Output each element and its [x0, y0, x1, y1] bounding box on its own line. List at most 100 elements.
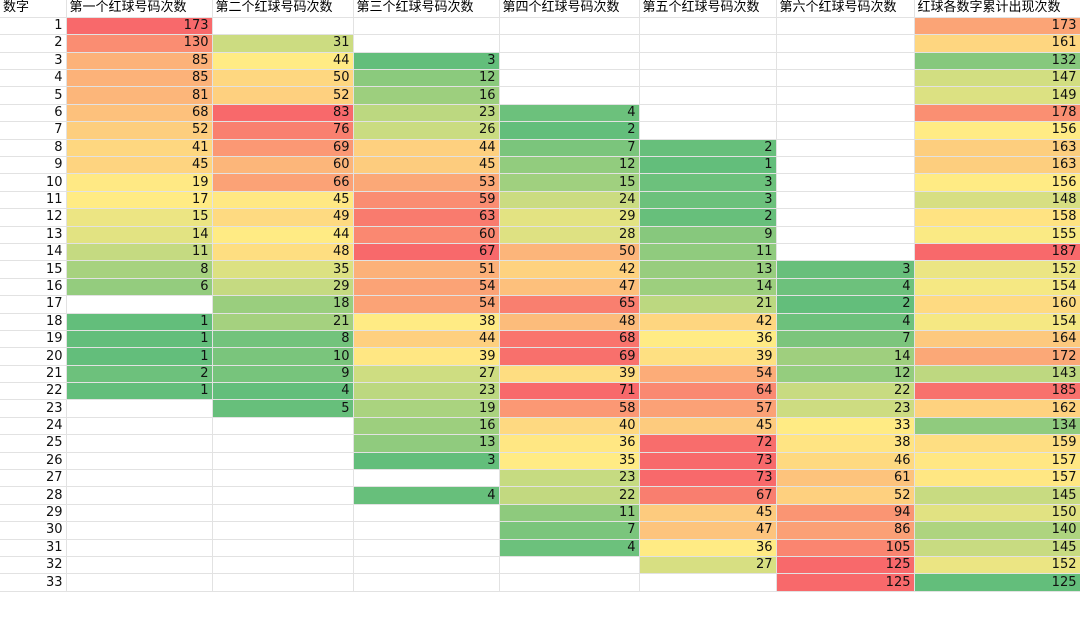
count-cell[interactable]: 45	[212, 191, 354, 210]
total-cell[interactable]: 163	[914, 139, 1080, 158]
row-number-cell[interactable]: 25	[0, 434, 67, 453]
total-cell[interactable]: 157	[914, 452, 1080, 471]
count-cell[interactable]	[776, 226, 915, 244]
count-cell[interactable]: 23	[499, 469, 640, 488]
row-number-cell[interactable]: 23	[0, 399, 67, 418]
count-cell[interactable]: 3	[776, 260, 915, 279]
count-cell[interactable]: 64	[639, 382, 777, 401]
count-cell[interactable]	[776, 139, 915, 158]
count-cell[interactable]: 36	[639, 330, 777, 349]
header-number[interactable]: 数字	[0, 0, 67, 18]
count-cell[interactable]: 10	[212, 347, 354, 366]
header-ball-5[interactable]: 第五个红球号码次数	[639, 0, 777, 18]
count-cell[interactable]: 33	[776, 417, 915, 436]
count-cell[interactable]: 21	[639, 295, 777, 314]
row-number-cell[interactable]: 27	[0, 469, 67, 488]
count-cell[interactable]: 4	[776, 278, 915, 297]
count-cell[interactable]: 40	[499, 417, 640, 436]
total-cell[interactable]: 161	[914, 34, 1080, 53]
count-cell[interactable]: 3	[639, 173, 777, 192]
count-cell[interactable]	[212, 417, 354, 436]
count-cell[interactable]: 23	[776, 399, 915, 418]
count-cell[interactable]: 46	[776, 452, 915, 471]
total-cell[interactable]: 154	[914, 313, 1080, 331]
total-cell[interactable]: 132	[914, 52, 1080, 71]
count-cell[interactable]: 44	[212, 52, 354, 71]
count-cell[interactable]	[353, 17, 500, 36]
row-number-cell[interactable]: 11	[0, 191, 67, 210]
count-cell[interactable]: 4	[212, 382, 354, 401]
count-cell[interactable]: 38	[353, 313, 500, 331]
count-cell[interactable]: 22	[499, 486, 640, 505]
count-cell[interactable]: 14	[776, 347, 915, 366]
count-cell[interactable]: 45	[639, 504, 777, 523]
count-cell[interactable]: 68	[499, 330, 640, 349]
count-cell[interactable]	[353, 469, 500, 488]
row-number-cell[interactable]: 26	[0, 452, 67, 471]
count-cell[interactable]: 94	[776, 504, 915, 523]
count-cell[interactable]	[499, 52, 640, 71]
count-cell[interactable]: 65	[499, 295, 640, 314]
count-cell[interactable]: 42	[639, 313, 777, 331]
count-cell[interactable]: 45	[639, 417, 777, 436]
count-cell[interactable]: 54	[353, 295, 500, 314]
count-cell[interactable]: 36	[499, 434, 640, 453]
header-total[interactable]: 红球各数字累计出现次数	[914, 0, 1080, 18]
total-cell[interactable]: 185	[914, 382, 1080, 401]
count-cell[interactable]: 8	[212, 330, 354, 349]
row-number-cell[interactable]: 31	[0, 539, 67, 558]
count-cell[interactable]: 11	[639, 243, 777, 262]
row-number-cell[interactable]: 30	[0, 521, 67, 540]
count-cell[interactable]: 9	[212, 365, 354, 384]
row-number-cell[interactable]: 28	[0, 486, 67, 505]
count-cell[interactable]: 72	[639, 434, 777, 453]
total-cell[interactable]: 158	[914, 208, 1080, 227]
count-cell[interactable]: 7	[776, 330, 915, 349]
count-cell[interactable]: 35	[212, 260, 354, 279]
count-cell[interactable]: 15	[66, 208, 213, 227]
row-number-cell[interactable]: 10	[0, 173, 67, 192]
count-cell[interactable]: 23	[353, 104, 500, 123]
count-cell[interactable]	[212, 556, 354, 575]
count-cell[interactable]	[499, 573, 640, 592]
count-cell[interactable]	[776, 243, 915, 262]
row-number-cell[interactable]: 5	[0, 86, 67, 105]
row-number-cell[interactable]: 1	[0, 17, 67, 36]
total-cell[interactable]: 134	[914, 417, 1080, 436]
count-cell[interactable]: 39	[639, 347, 777, 366]
count-cell[interactable]	[639, 104, 777, 123]
count-cell[interactable]: 3	[353, 452, 500, 471]
total-cell[interactable]: 172	[914, 347, 1080, 366]
count-cell[interactable]: 29	[212, 278, 354, 297]
count-cell[interactable]: 173	[66, 17, 213, 36]
count-cell[interactable]: 29	[499, 208, 640, 227]
count-cell[interactable]: 52	[776, 486, 915, 505]
total-cell[interactable]: 148	[914, 191, 1080, 210]
row-number-cell[interactable]: 14	[0, 243, 67, 262]
count-cell[interactable]: 51	[353, 260, 500, 279]
count-cell[interactable]: 12	[353, 69, 500, 88]
header-ball-6[interactable]: 第六个红球号码次数	[776, 0, 915, 18]
count-cell[interactable]	[639, 34, 777, 53]
count-cell[interactable]: 48	[499, 313, 640, 331]
header-ball-4[interactable]: 第四个红球号码次数	[499, 0, 640, 18]
count-cell[interactable]: 130	[66, 34, 213, 53]
count-cell[interactable]: 5	[212, 399, 354, 418]
count-cell[interactable]: 68	[66, 104, 213, 123]
count-cell[interactable]	[639, 52, 777, 71]
count-cell[interactable]: 67	[639, 486, 777, 505]
total-cell[interactable]: 154	[914, 278, 1080, 297]
count-cell[interactable]: 45	[66, 156, 213, 175]
count-cell[interactable]: 41	[66, 139, 213, 158]
count-cell[interactable]: 7	[499, 521, 640, 540]
count-cell[interactable]: 23	[353, 382, 500, 401]
count-cell[interactable]: 9	[639, 226, 777, 244]
total-cell[interactable]: 156	[914, 121, 1080, 140]
total-cell[interactable]: 145	[914, 486, 1080, 505]
count-cell[interactable]	[66, 469, 213, 488]
row-number-cell[interactable]: 21	[0, 365, 67, 384]
count-cell[interactable]: 44	[212, 226, 354, 244]
count-cell[interactable]: 54	[639, 365, 777, 384]
count-cell[interactable]	[776, 104, 915, 123]
count-cell[interactable]: 21	[212, 313, 354, 331]
